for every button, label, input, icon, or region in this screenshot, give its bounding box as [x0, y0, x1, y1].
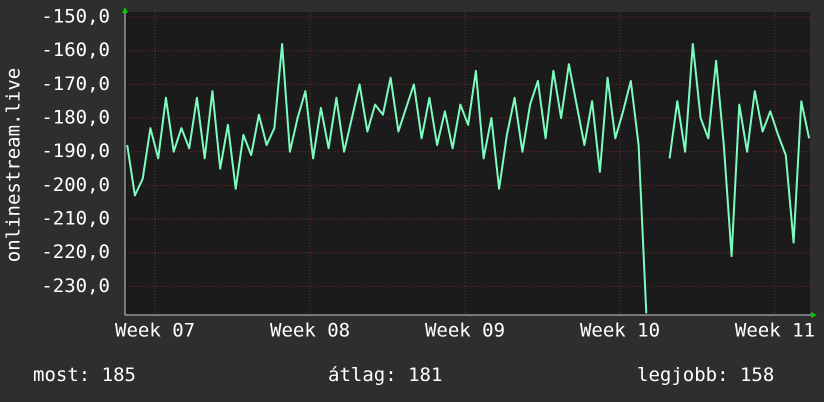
stat: most: 185: [33, 364, 136, 386]
plot-area: [125, 12, 810, 315]
y-tick-label: -160,0: [41, 39, 110, 61]
stat: átlag: 181: [328, 364, 442, 386]
x-tick-label: Week 11: [735, 320, 815, 342]
stat-label: átlag:: [328, 364, 397, 386]
x-tick-label: Week 10: [580, 320, 660, 342]
y-tick-label: -190,0: [41, 140, 110, 162]
x-tick-label: Week 07: [115, 320, 195, 342]
stat-value: 185: [102, 364, 136, 386]
stat-label: legjobb:: [637, 364, 729, 386]
stat-value: 158: [740, 364, 774, 386]
y-axis-label: onlinestream.live: [3, 68, 25, 262]
y-tick-label: -220,0: [41, 241, 110, 263]
y-tick-label: -170,0: [41, 73, 110, 95]
y-axis-arrow: [122, 7, 128, 13]
y-tick-label: -150,0: [41, 6, 110, 28]
x-axis-arrow: [811, 312, 817, 318]
line: [126, 43, 811, 314]
y-tick-label: -200,0: [41, 174, 110, 196]
y-tick-label: -210,0: [41, 208, 110, 230]
y-tick-label: -230,0: [41, 275, 110, 297]
stat-label: most:: [33, 364, 90, 386]
x-tick-label: Week 09: [425, 320, 505, 342]
x-tick-label: Week 08: [270, 320, 350, 342]
y-tick-label: -180,0: [41, 107, 110, 129]
stat: legjobb: 158: [637, 364, 774, 386]
stat-value: 181: [408, 364, 442, 386]
